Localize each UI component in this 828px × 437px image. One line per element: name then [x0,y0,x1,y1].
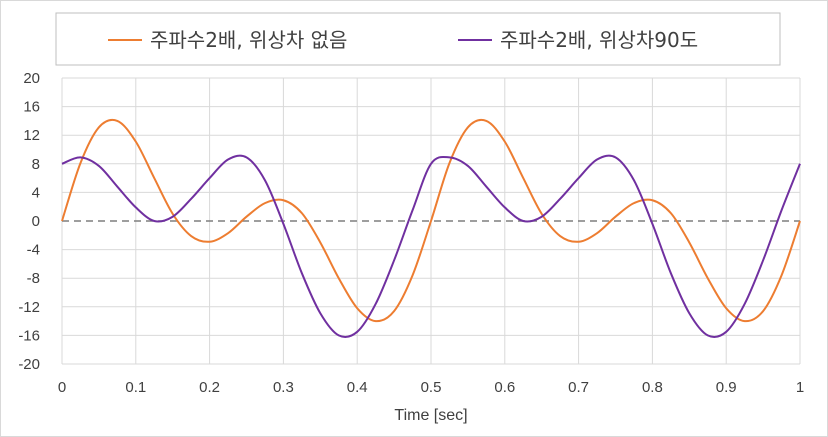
legend: 주파수2배, 위상차 없음 주파수2배, 위상차90도 [55,12,781,66]
legend-label-series-2: 주파수2배, 위상차90도 [500,28,698,52]
y-tick-label: 0 [32,213,40,230]
y-tick-label: -12 [18,299,40,316]
x-tick-label: 1 [796,379,804,396]
x-tick-label: 0.1 [125,379,146,396]
x-tick-label: 0.2 [199,379,220,396]
y-tick-label: -20 [18,356,40,373]
x-tick-label: 0.7 [568,379,589,396]
y-tick-label: 20 [23,70,40,87]
y-axis-tick-labels: 20 16 12 8 4 0 -4 -8 -12 -16 -20 [18,70,40,373]
x-tick-label: 0.9 [716,379,737,396]
x-tick-label: 0.5 [421,379,442,396]
y-tick-label: -8 [27,270,40,287]
series-layer [61,118,801,339]
y-tick-label: 4 [32,184,40,201]
gridlines [61,77,801,365]
series-line-1 [61,118,801,323]
x-tick-label: 0.8 [642,379,663,396]
y-tick-label: 8 [32,156,40,173]
y-tick-label: 16 [23,99,40,116]
x-tick-label: 0 [58,379,66,396]
x-tick-label: 0.4 [347,379,368,396]
x-tick-label: 0.6 [494,379,515,396]
y-tick-label: 12 [23,127,40,144]
x-axis-label: Time [sec] [394,407,467,424]
x-axis-tick-labels: 0 0.1 0.2 0.3 0.4 0.5 0.6 0.7 0.8 0.9 1 [58,379,804,396]
y-tick-label: -16 [18,327,40,344]
x-tick-label: 0.3 [273,379,294,396]
series-line-2 [61,154,801,339]
legend-box [55,12,781,66]
y-tick-label: -4 [27,242,40,259]
legend-label-series-1: 주파수2배, 위상차 없음 [150,28,347,52]
